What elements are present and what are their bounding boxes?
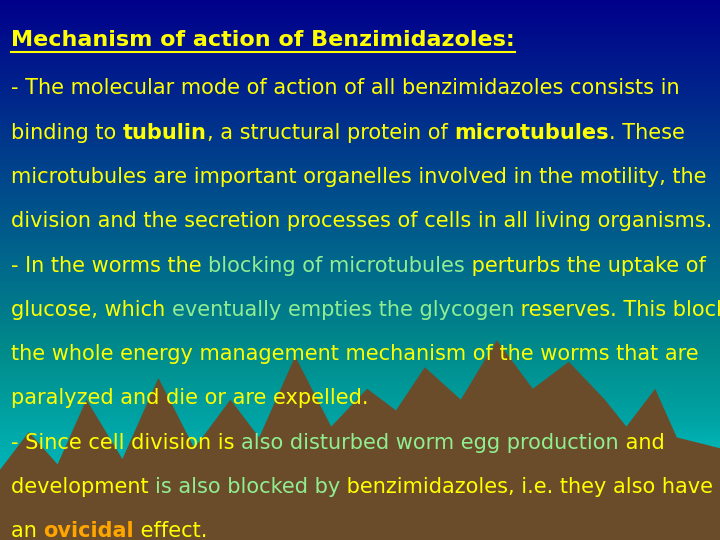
Text: - In the worms the: - In the worms the bbox=[11, 255, 208, 275]
Text: benzimidazoles, i.e. they also have: benzimidazoles, i.e. they also have bbox=[341, 477, 714, 497]
Text: is also blocked by: is also blocked by bbox=[155, 477, 341, 497]
Text: - The molecular mode of action of all benzimidazoles consists in: - The molecular mode of action of all be… bbox=[11, 78, 680, 98]
Text: microtubules: microtubules bbox=[454, 123, 608, 143]
Text: and: and bbox=[618, 433, 665, 453]
Text: perturbs the uptake of: perturbs the uptake of bbox=[465, 255, 706, 275]
Text: an: an bbox=[11, 521, 43, 540]
Text: Mechanism of action of Benzimidazoles:: Mechanism of action of Benzimidazoles: bbox=[11, 30, 515, 50]
Text: also disturbed worm egg production: also disturbed worm egg production bbox=[241, 433, 618, 453]
Text: development: development bbox=[11, 477, 155, 497]
Text: . These: . These bbox=[608, 123, 685, 143]
Text: glucose, which: glucose, which bbox=[11, 300, 171, 320]
Text: ovicidal: ovicidal bbox=[43, 521, 134, 540]
Text: tubulin: tubulin bbox=[122, 123, 207, 143]
Text: - Since cell division is: - Since cell division is bbox=[11, 433, 241, 453]
Text: eventually empties the glycogen: eventually empties the glycogen bbox=[171, 300, 514, 320]
Text: microtubules are important organelles involved in the motility, the: microtubules are important organelles in… bbox=[11, 167, 706, 187]
Text: paralyzed and die or are expelled.: paralyzed and die or are expelled. bbox=[11, 388, 369, 408]
Polygon shape bbox=[0, 340, 720, 540]
Text: the whole energy management mechanism of the worms that are: the whole energy management mechanism of… bbox=[11, 344, 698, 364]
Text: effect.: effect. bbox=[134, 521, 207, 540]
Text: , a structural protein of: , a structural protein of bbox=[207, 123, 454, 143]
Text: blocking of microtubules: blocking of microtubules bbox=[208, 255, 465, 275]
Text: binding to: binding to bbox=[11, 123, 122, 143]
Text: division and the secretion processes of cells in all living organisms.: division and the secretion processes of … bbox=[11, 211, 712, 231]
Text: reserves. This blocks: reserves. This blocks bbox=[514, 300, 720, 320]
